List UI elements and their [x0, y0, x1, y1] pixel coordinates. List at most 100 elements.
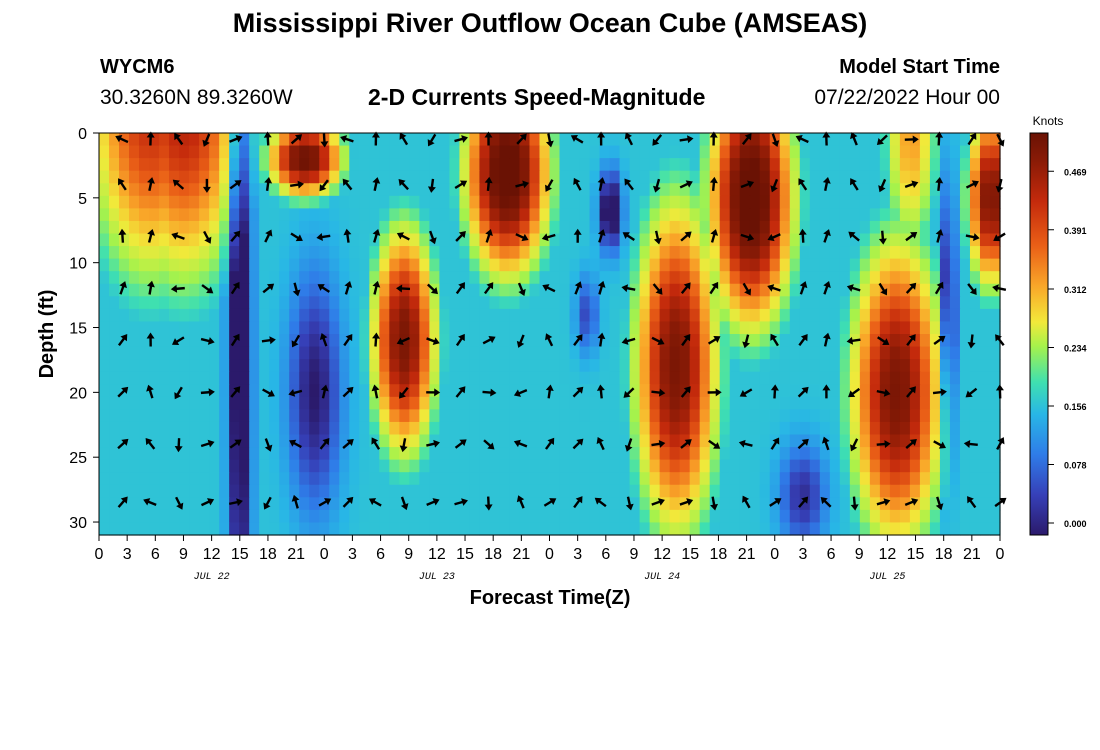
heatmap-cell	[539, 421, 551, 436]
heatmap-cell	[789, 447, 801, 461]
heatmap-cell	[959, 371, 971, 385]
heatmap-cell	[269, 509, 280, 524]
heatmap-cell	[439, 459, 450, 473]
heatmap-cell	[939, 472, 951, 486]
heatmap-cell	[979, 409, 991, 423]
current-vector-arrow	[264, 176, 273, 192]
current-vector-arrow	[876, 134, 888, 146]
heatmap-cell	[379, 258, 390, 272]
heatmap-cell	[869, 409, 881, 423]
heatmap-cell	[499, 396, 511, 410]
heatmap-cell	[819, 158, 831, 172]
heatmap-cell	[399, 396, 410, 410]
heatmap-cell	[979, 421, 991, 436]
heatmap-cell	[759, 258, 771, 272]
heatmap-cell	[549, 484, 561, 498]
heatmap-cell	[509, 321, 521, 335]
heatmap-cell	[249, 359, 260, 373]
heatmap-cell	[749, 484, 761, 498]
heatmap-cell	[109, 421, 120, 436]
heatmap-cell	[899, 409, 911, 423]
heatmap-cell	[259, 472, 270, 486]
heatmap-cell	[549, 421, 561, 436]
heatmap-cell	[799, 359, 811, 373]
current-vector-arrow	[570, 135, 584, 144]
heatmap-cell	[179, 421, 190, 436]
heatmap-cell	[979, 183, 991, 197]
heatmap-cell	[189, 246, 200, 260]
heatmap-cell	[119, 220, 130, 235]
heatmap-cell	[749, 497, 761, 511]
heatmap-cell	[509, 334, 521, 348]
heatmap-cell	[399, 170, 410, 184]
heatmap-cell	[849, 170, 861, 184]
heatmap-cell	[209, 434, 220, 448]
heatmap-cell	[989, 133, 1001, 147]
heatmap-cell	[499, 183, 511, 197]
heatmap-cell	[409, 271, 420, 285]
heatmap-cell	[439, 321, 450, 335]
heatmap-cell	[779, 296, 791, 310]
heatmap-cell	[789, 472, 801, 486]
heatmap-cell	[539, 283, 551, 297]
heatmap-cell	[759, 447, 771, 461]
heatmap-cell	[349, 220, 360, 235]
heatmap-cell	[869, 195, 881, 209]
heatmap-cell	[889, 246, 901, 260]
heatmap-cell	[709, 170, 721, 184]
heatmap-cell	[849, 409, 861, 423]
current-vector-arrow	[291, 334, 301, 348]
heatmap-cell	[979, 472, 991, 486]
heatmap-cell	[759, 158, 771, 172]
heatmap-cell	[679, 308, 691, 323]
heatmap-cell	[629, 233, 641, 247]
heatmap-cell	[639, 258, 651, 272]
heatmap-cell	[989, 421, 1001, 436]
heatmap-cell	[709, 459, 721, 473]
heatmap-cell	[489, 170, 501, 184]
heatmap-cell	[349, 246, 360, 260]
heatmap-cell	[159, 509, 170, 524]
current-vector-arrow	[651, 498, 665, 506]
heatmap-cell	[609, 334, 621, 348]
heatmap-cell	[949, 396, 961, 410]
heatmap-cell	[469, 497, 481, 511]
heatmap-cell	[849, 346, 861, 360]
heatmap-cell	[559, 522, 571, 536]
heatmap-cell	[889, 497, 901, 511]
heatmap-cell	[449, 484, 460, 498]
heatmap-cell	[979, 258, 991, 272]
heatmap-cell	[629, 296, 641, 310]
heatmap-cell	[959, 396, 971, 410]
heatmap-cell	[419, 233, 430, 247]
heatmap-cell	[829, 283, 841, 297]
heatmap-cell	[609, 359, 621, 373]
heatmap-cell	[909, 522, 921, 536]
current-vector-arrow	[516, 133, 527, 145]
heatmap-cell	[129, 308, 140, 323]
heatmap-cell	[239, 233, 250, 247]
heatmap-cell	[719, 384, 731, 398]
heatmap-cell	[539, 497, 551, 511]
heatmap-cell	[129, 133, 140, 147]
heatmap-cell	[139, 220, 150, 235]
heatmap-cell	[129, 359, 140, 373]
heatmap-cell	[229, 208, 240, 222]
current-vector-arrow	[574, 281, 583, 295]
heatmap-cell	[289, 384, 300, 398]
heatmap-cell	[779, 409, 791, 423]
heatmap-cell	[219, 258, 230, 272]
heatmap-cell	[669, 170, 681, 184]
heatmap-cell	[559, 396, 571, 410]
heatmap-cell	[879, 158, 891, 172]
heatmap-cell	[699, 334, 711, 348]
heatmap-cell	[729, 308, 741, 323]
heatmap-cell	[429, 195, 440, 209]
heatmap-cell	[379, 346, 390, 360]
heatmap-cell	[399, 484, 410, 498]
current-vector-arrow	[147, 228, 155, 243]
heatmap-cell	[369, 258, 380, 272]
heatmap-cell	[909, 170, 921, 184]
heatmap-cell	[639, 246, 651, 260]
heatmap-cell	[839, 170, 851, 184]
